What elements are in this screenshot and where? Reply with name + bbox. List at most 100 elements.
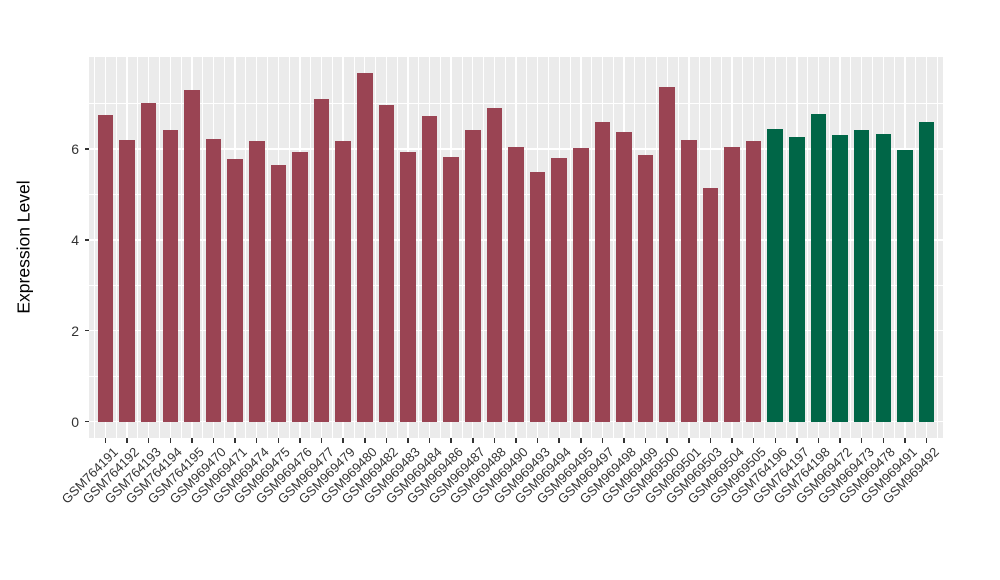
gridline-minor-x (785, 57, 787, 438)
x-axis-tick-mark (191, 438, 193, 443)
bar (335, 140, 351, 422)
bar (486, 107, 503, 422)
gridline-minor-x (137, 57, 139, 438)
gridline-minor-x (310, 57, 312, 438)
bar (832, 135, 848, 422)
bar (853, 129, 870, 422)
bar (745, 141, 762, 422)
bar (400, 152, 416, 422)
gridline-minor-x (483, 57, 485, 438)
bar (789, 137, 805, 422)
bar (724, 147, 740, 422)
x-axis-tick-mark (882, 438, 885, 443)
x-axis-tick-mark (752, 438, 755, 443)
bar (119, 139, 135, 422)
x-axis-tick-mark (147, 438, 150, 443)
bar (184, 89, 200, 422)
x-axis-tick-mark (515, 438, 517, 443)
x-axis-tick-mark (796, 438, 798, 443)
bar (443, 157, 459, 422)
y-axis-tick-mark (84, 239, 89, 241)
gridline-minor-x (245, 57, 247, 438)
gridline-minor-x (353, 57, 355, 438)
gridline-minor-x (655, 57, 657, 438)
x-axis-tick-mark (623, 438, 625, 443)
x-axis-tick-mark (536, 438, 539, 443)
bar (897, 150, 913, 422)
bar (140, 103, 157, 422)
x-axis-tick-mark (277, 438, 280, 443)
y-tick-label: 0 (71, 413, 79, 430)
gridline-minor-x (634, 57, 636, 438)
gridline-minor-x (547, 57, 549, 438)
gridline-minor-x (936, 57, 938, 438)
x-axis-tick-mark (407, 438, 409, 443)
x-axis-tick-mark (472, 438, 474, 443)
x-axis-tick-mark (342, 438, 344, 443)
gridline-minor-x (288, 57, 290, 438)
x-axis-tick-mark (126, 438, 128, 443)
gridline-minor-x (764, 57, 765, 438)
x-axis-tick-mark (212, 438, 215, 443)
bar (529, 172, 546, 422)
x-axis-tick-mark (839, 438, 841, 443)
y-tick-label: 4 (71, 231, 79, 248)
x-axis-tick-mark (450, 438, 452, 443)
bar (573, 148, 589, 422)
bar (292, 152, 308, 422)
gridline-minor-x (591, 57, 593, 438)
x-axis-tick-mark (299, 438, 301, 443)
gridline-minor-x (180, 57, 182, 438)
gridline-minor-x (807, 57, 809, 438)
x-axis-tick-mark (860, 438, 863, 443)
gridline-minor-x (526, 57, 528, 438)
bar (378, 105, 395, 422)
bar (270, 164, 287, 422)
bar (551, 158, 567, 422)
x-axis-tick-mark (688, 438, 690, 443)
bar (681, 139, 697, 422)
bar (356, 73, 373, 422)
gridline-minor-x (742, 57, 744, 438)
gridline-minor-x (720, 57, 722, 438)
x-axis-tick-mark (925, 438, 928, 443)
gridline-minor-x (893, 57, 895, 438)
x-axis-tick-mark (666, 438, 668, 443)
x-axis-tick-mark (904, 438, 906, 443)
bar (918, 122, 935, 422)
gridline-minor-x (267, 57, 268, 438)
gridline-minor-x (439, 57, 441, 438)
gridline-minor-x (94, 57, 96, 438)
x-axis-tick-mark (169, 438, 172, 443)
bar (594, 122, 611, 422)
bar (313, 98, 330, 422)
y-tick-label: 6 (71, 140, 79, 157)
x-axis-tick-mark (774, 438, 776, 443)
bar (702, 188, 719, 422)
y-axis-tick-mark (84, 148, 89, 150)
bar (810, 113, 827, 422)
x-axis-tick-mark (364, 438, 366, 443)
bar (767, 129, 784, 422)
bar (205, 138, 222, 422)
x-axis-tick-mark (320, 438, 323, 443)
gridline-minor-x (850, 57, 852, 438)
gridline-minor-x (418, 57, 420, 438)
x-axis-tick-mark (428, 438, 431, 443)
bar (875, 134, 892, 422)
x-axis-tick-mark (731, 438, 733, 443)
x-axis-tick-mark (104, 438, 107, 443)
x-axis-tick-mark (709, 438, 712, 443)
bar (421, 115, 438, 422)
x-axis-tick-mark (580, 438, 582, 443)
x-axis-tick-mark (601, 438, 604, 443)
gridline-minor-x (699, 57, 701, 438)
gridline-minor-x (872, 57, 873, 438)
x-axis-tick-mark (817, 438, 820, 443)
gridline-minor-x (115, 57, 117, 438)
bar (227, 159, 243, 422)
gridline-minor-x (569, 57, 571, 438)
bar (616, 132, 632, 422)
y-axis-tick-mark (84, 329, 89, 332)
